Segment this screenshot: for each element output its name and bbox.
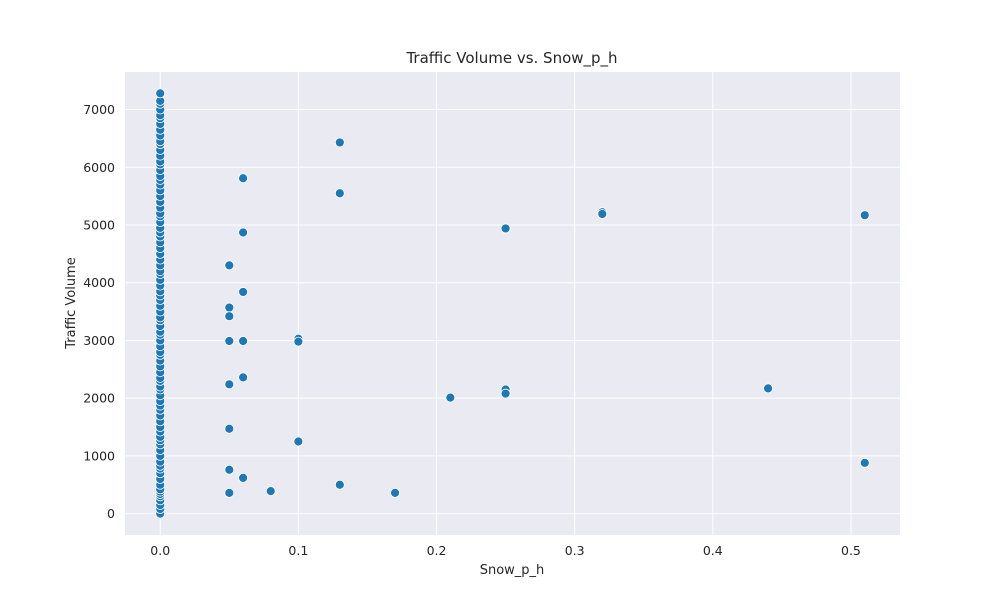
data-point — [238, 472, 249, 483]
data-point — [390, 487, 400, 498]
grid-lines — [125, 72, 900, 535]
data-point — [859, 210, 870, 221]
data-point — [238, 336, 249, 346]
data-point — [500, 388, 511, 399]
data-points — [155, 88, 870, 519]
data-point — [500, 223, 511, 234]
data-point — [238, 173, 249, 184]
x-axis-ticks: 0.0 0.1 0.2 0.3 0.4 0.5 — [150, 543, 861, 558]
data-point — [224, 487, 235, 498]
x-tick-label: 0.1 — [288, 543, 308, 558]
y-axis-label: Traffic Volume — [64, 257, 79, 350]
data-point — [859, 457, 870, 468]
data-point — [224, 423, 235, 434]
y-tick-label: 6000 — [83, 160, 115, 175]
y-tick-label: 5000 — [83, 217, 115, 232]
x-tick-label: 0.0 — [150, 543, 170, 558]
x-tick-label: 0.2 — [427, 543, 447, 558]
data-point — [224, 311, 235, 322]
data-point — [224, 302, 235, 313]
data-point — [224, 336, 235, 346]
data-point — [265, 486, 276, 497]
y-axis-ticks: 0 1000 2000 3000 4000 5000 6000 7000 — [83, 102, 115, 521]
y-tick-label: 4000 — [83, 275, 115, 290]
data-point — [224, 379, 235, 390]
data-point — [224, 464, 235, 475]
data-point — [155, 88, 166, 99]
y-tick-label: 7000 — [83, 102, 115, 117]
data-point — [763, 383, 773, 394]
data-point — [293, 436, 304, 447]
y-tick-label: 0 — [107, 506, 115, 521]
x-axis-label: Snow_p_h — [480, 563, 545, 578]
y-tick-label: 2000 — [83, 391, 115, 406]
data-point — [334, 137, 345, 148]
chart-title: Traffic Volume vs. Snow_p_h — [405, 49, 617, 68]
x-tick-label: 0.4 — [703, 543, 723, 558]
x-tick-label: 0.3 — [565, 543, 585, 558]
y-tick-label: 1000 — [83, 448, 115, 463]
data-point — [445, 392, 456, 403]
data-point — [238, 227, 249, 238]
data-point — [238, 287, 249, 297]
plot-area — [125, 72, 900, 535]
data-point — [224, 260, 235, 271]
data-point — [334, 188, 345, 199]
data-point — [597, 209, 608, 219]
data-point — [334, 479, 345, 490]
x-tick-label: 0.5 — [841, 543, 861, 558]
data-point — [238, 372, 249, 383]
data-point — [293, 336, 304, 347]
y-tick-label: 3000 — [83, 333, 115, 348]
